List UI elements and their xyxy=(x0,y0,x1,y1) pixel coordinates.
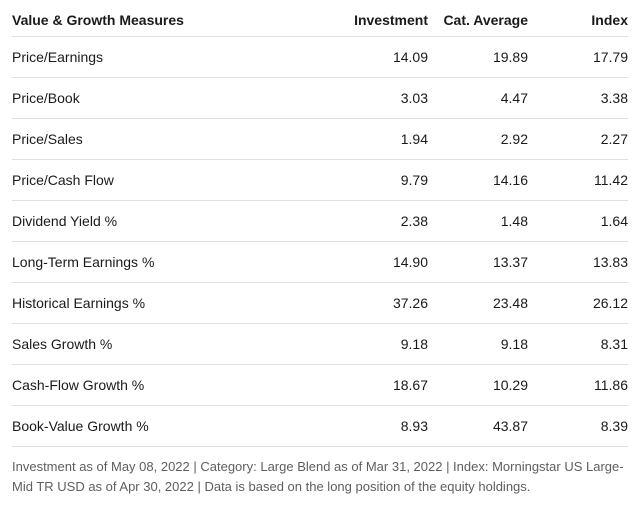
table-row: Book-Value Growth % 8.93 43.87 8.39 xyxy=(12,406,628,447)
row-index: 1.64 xyxy=(528,213,628,229)
row-cat-average: 43.87 xyxy=(428,418,528,434)
row-measure: Long-Term Earnings % xyxy=(12,254,328,270)
table-row: Historical Earnings % 37.26 23.48 26.12 xyxy=(12,283,628,324)
row-index: 17.79 xyxy=(528,49,628,65)
table-row: Long-Term Earnings % 14.90 13.37 13.83 xyxy=(12,242,628,283)
table-row: Price/Cash Flow 9.79 14.16 11.42 xyxy=(12,160,628,201)
row-index: 3.38 xyxy=(528,90,628,106)
table-row: Price/Sales 1.94 2.92 2.27 xyxy=(12,119,628,160)
row-cat-average: 13.37 xyxy=(428,254,528,270)
row-investment: 2.38 xyxy=(328,213,428,229)
row-measure: Price/Earnings xyxy=(12,49,328,65)
row-cat-average: 14.16 xyxy=(428,172,528,188)
row-cat-average: 10.29 xyxy=(428,377,528,393)
row-cat-average: 19.89 xyxy=(428,49,528,65)
table-row: Dividend Yield % 2.38 1.48 1.64 xyxy=(12,201,628,242)
row-index: 11.42 xyxy=(528,172,628,188)
header-investment: Investment xyxy=(328,12,428,28)
header-measure: Value & Growth Measures xyxy=(12,12,328,28)
row-measure: Cash-Flow Growth % xyxy=(12,377,328,393)
row-investment: 1.94 xyxy=(328,131,428,147)
table-row: Price/Earnings 14.09 19.89 17.79 xyxy=(12,37,628,78)
row-measure: Historical Earnings % xyxy=(12,295,328,311)
row-cat-average: 2.92 xyxy=(428,131,528,147)
table-row: Cash-Flow Growth % 18.67 10.29 11.86 xyxy=(12,365,628,406)
row-index: 2.27 xyxy=(528,131,628,147)
row-measure: Price/Sales xyxy=(12,131,328,147)
row-measure: Sales Growth % xyxy=(12,336,328,352)
row-cat-average: 4.47 xyxy=(428,90,528,106)
table-footnote: Investment as of May 08, 2022 | Category… xyxy=(12,457,628,496)
table-row: Sales Growth % 9.18 9.18 8.31 xyxy=(12,324,628,365)
header-index: Index xyxy=(528,12,628,28)
row-investment: 14.90 xyxy=(328,254,428,270)
row-investment: 18.67 xyxy=(328,377,428,393)
table-row: Price/Book 3.03 4.47 3.38 xyxy=(12,78,628,119)
row-investment: 9.79 xyxy=(328,172,428,188)
row-cat-average: 23.48 xyxy=(428,295,528,311)
row-measure: Book-Value Growth % xyxy=(12,418,328,434)
row-investment: 9.18 xyxy=(328,336,428,352)
row-measure: Price/Cash Flow xyxy=(12,172,328,188)
row-index: 8.31 xyxy=(528,336,628,352)
row-investment: 8.93 xyxy=(328,418,428,434)
row-investment: 37.26 xyxy=(328,295,428,311)
row-measure: Price/Book xyxy=(12,90,328,106)
value-growth-table: Value & Growth Measures Investment Cat. … xyxy=(12,12,628,496)
row-cat-average: 9.18 xyxy=(428,336,528,352)
row-investment: 14.09 xyxy=(328,49,428,65)
row-index: 13.83 xyxy=(528,254,628,270)
row-index: 11.86 xyxy=(528,377,628,393)
row-measure: Dividend Yield % xyxy=(12,213,328,229)
table-header-row: Value & Growth Measures Investment Cat. … xyxy=(12,12,628,37)
row-index: 8.39 xyxy=(528,418,628,434)
row-investment: 3.03 xyxy=(328,90,428,106)
header-cat-average: Cat. Average xyxy=(428,12,528,28)
row-cat-average: 1.48 xyxy=(428,213,528,229)
row-index: 26.12 xyxy=(528,295,628,311)
